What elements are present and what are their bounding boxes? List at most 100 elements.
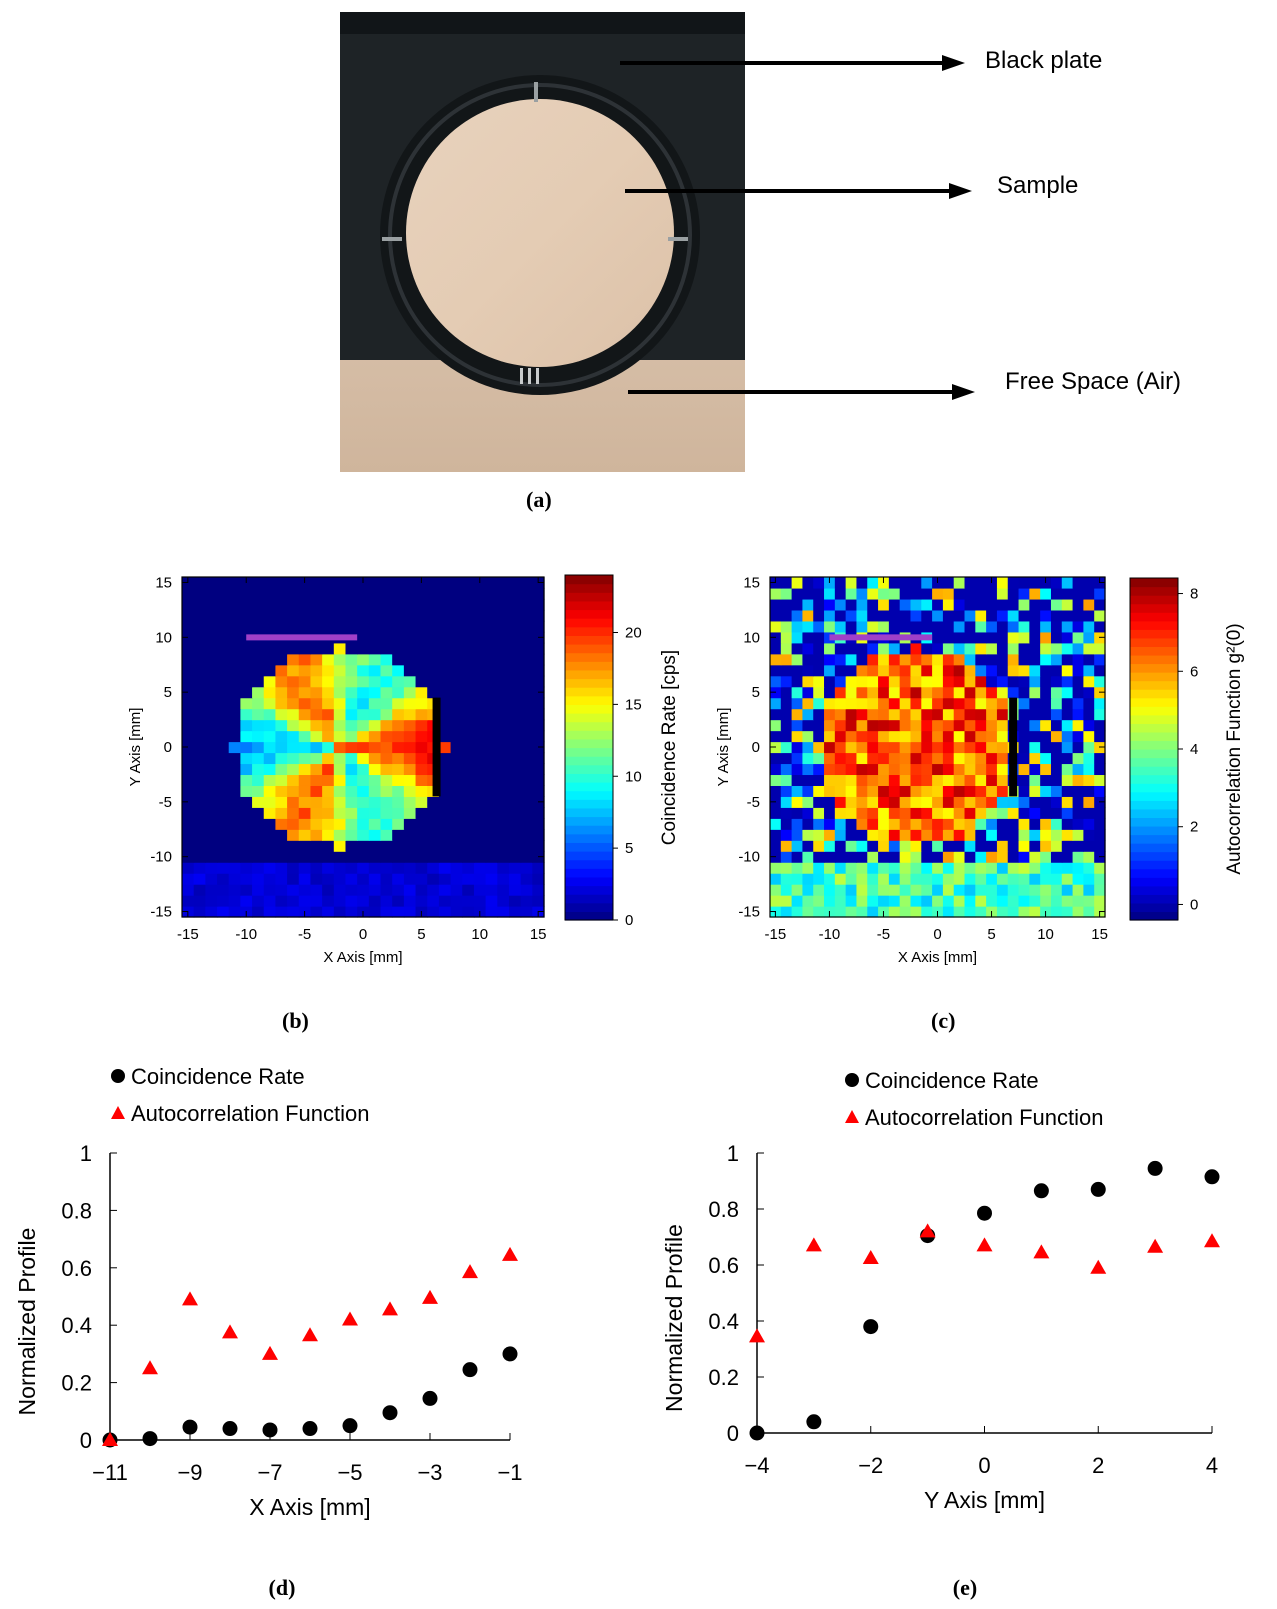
heatmap-cell (508, 653, 522, 666)
heatmap-cell (1007, 587, 1020, 600)
heatmap-cell (953, 807, 966, 819)
y-tick-label: -10 (738, 849, 760, 866)
heatmap-cell (780, 697, 793, 710)
heatmap-cell (193, 577, 206, 589)
heatmap-cell (497, 587, 510, 600)
heatmap-cell (427, 631, 440, 644)
heatmap-cell (298, 664, 312, 677)
heatmap-cell (942, 620, 955, 633)
heatmap-cell (217, 664, 230, 677)
heatmap-cell (996, 631, 1009, 644)
heatmap-cell (287, 642, 300, 655)
heatmap-cell (834, 664, 847, 677)
heatmap-cell (298, 708, 312, 721)
heatmap-cell (921, 741, 933, 754)
heatmap-cell (1029, 862, 1041, 874)
heatmap-cell (964, 851, 976, 863)
heatmap-cell (205, 796, 218, 808)
heatmap-cell (532, 620, 545, 633)
heatmap-cell (403, 763, 417, 776)
heatmap-cell (878, 642, 890, 655)
heatmap-cell (427, 807, 440, 819)
heatmap-cell (392, 895, 405, 907)
x-tick-label: 4 (1206, 1453, 1218, 1478)
heatmap-cell (834, 785, 847, 797)
heatmap-cell (802, 587, 814, 600)
heatmap-cell (182, 763, 195, 776)
heatmap-cell (845, 752, 858, 765)
heatmap-cell (899, 598, 912, 611)
heatmap-cell (205, 708, 218, 721)
heatmap-cell (287, 598, 300, 611)
heatmap-cell (1007, 829, 1020, 841)
heatmap-cell (802, 807, 814, 819)
heatmap-cell (921, 653, 933, 666)
heatmap-cell (438, 741, 452, 754)
heatmap-cell (263, 851, 277, 863)
heatmap-cell (508, 752, 522, 765)
heatmap-cell (333, 774, 347, 786)
heatmap-cell (508, 697, 522, 710)
heatmap-cell (1083, 851, 1095, 863)
heatmap-cell (845, 598, 858, 611)
heatmap-cell (813, 609, 825, 622)
heatmap-cell (1018, 763, 1030, 776)
heatmap-cell (1061, 631, 1074, 644)
heatmap-cell (438, 796, 452, 808)
heatmap-cell (921, 587, 933, 600)
heatmap-cell (473, 642, 487, 655)
heatmap-cell (964, 587, 976, 600)
heatmap-cell (910, 664, 922, 677)
heatmap-cell (1018, 862, 1030, 874)
heatmap-cell (813, 730, 825, 743)
heatmap-cell (228, 697, 241, 710)
heatmap-cell (380, 906, 393, 918)
heatmap-cell (899, 653, 912, 666)
colorbar-tick-label: 0 (1190, 896, 1198, 913)
heatmap-cell (520, 664, 533, 677)
heatmap-cell (450, 675, 463, 688)
heatmap-cell (1007, 598, 1020, 611)
heatmap-cell (1083, 895, 1095, 907)
heatmap-cell (263, 862, 277, 874)
heatmap-cell (415, 609, 428, 622)
heatmap-cell (791, 884, 804, 896)
heatmap-cell (532, 642, 545, 655)
y-tick-label: 0.2 (708, 1365, 739, 1390)
heatmap-cell (508, 686, 522, 699)
heatmap-cell (322, 686, 335, 699)
heatmap-cell (824, 741, 836, 754)
heatmap-cell (996, 829, 1009, 841)
heatmap-cell (802, 818, 814, 830)
data-point (262, 1422, 278, 1438)
heatmap-cell (813, 587, 825, 600)
heatmap-cell (1040, 829, 1052, 841)
heatmap-cell (357, 653, 370, 666)
heatmap-cell (240, 587, 253, 600)
heatmap-cell (345, 609, 358, 622)
data-point (422, 1289, 438, 1304)
heatmap-cell (357, 631, 370, 644)
heatmap-cell (252, 873, 265, 885)
heatmap-cell (205, 807, 218, 819)
heatmap-cell (780, 774, 793, 786)
heatmap-cell (345, 598, 358, 611)
heatmap-cell (380, 763, 393, 776)
heatmap-cell (888, 675, 901, 688)
heatmap-cell (813, 785, 825, 797)
heatmap-cell (888, 719, 901, 732)
heatmap-cell (368, 818, 382, 830)
heatmap-cell (333, 730, 347, 743)
heatmap-cell (217, 763, 230, 776)
heatmap-cell (298, 862, 312, 874)
heatmap-cell (368, 840, 382, 852)
heatmap-cell (252, 577, 265, 589)
heatmap-cell (824, 895, 836, 907)
heatmap-cell (1094, 884, 1106, 896)
heatmap-cell (310, 642, 323, 655)
heatmap-cell (834, 851, 847, 863)
heatmap-cell (942, 873, 955, 885)
heatmap-cell (508, 807, 522, 819)
heatmap-cell (921, 774, 933, 786)
heatmap-cell (497, 577, 510, 589)
